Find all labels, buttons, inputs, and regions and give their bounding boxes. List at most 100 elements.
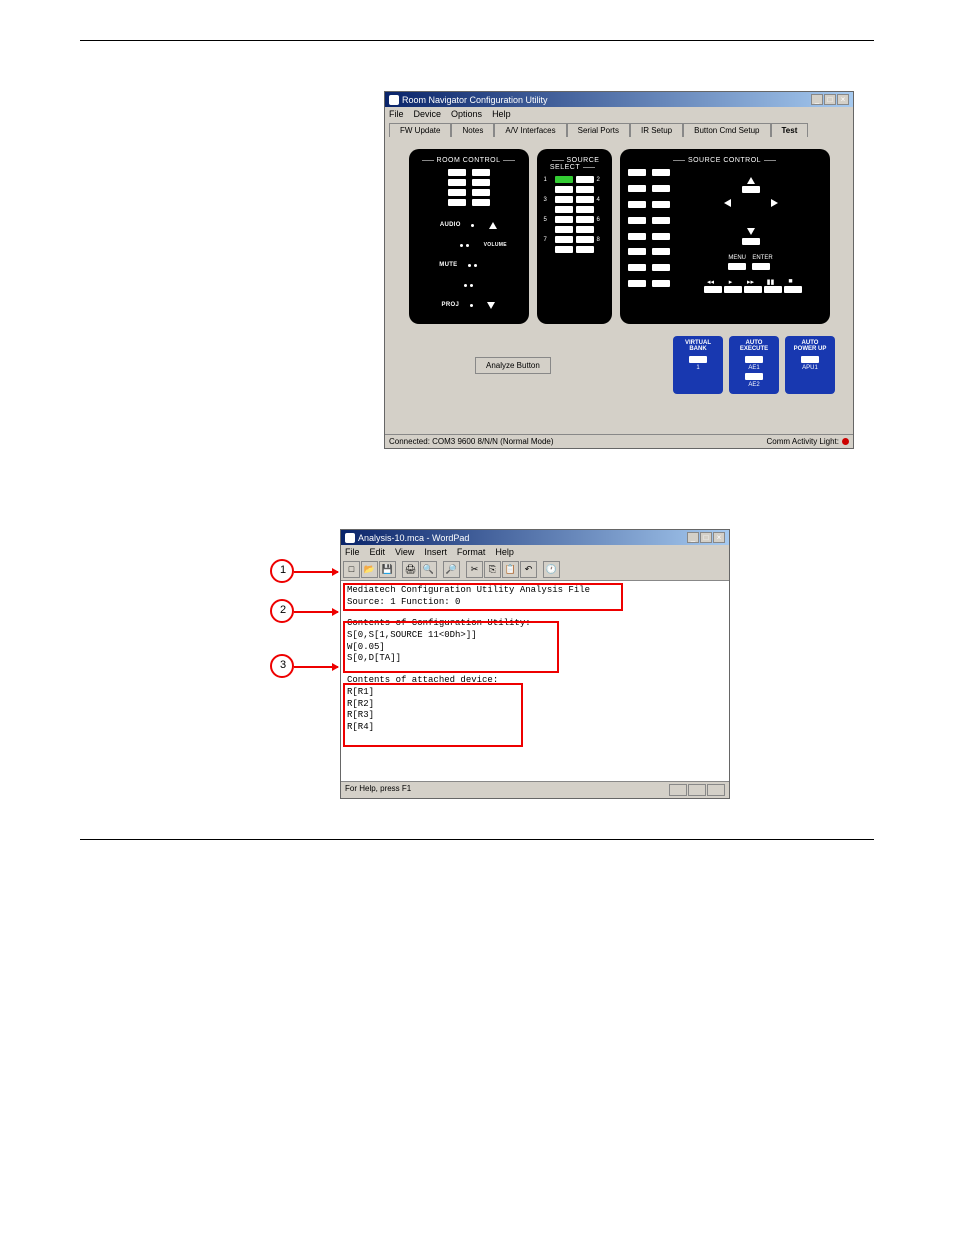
undo-icon[interactable]: ↶: [520, 561, 537, 578]
src-8-button[interactable]: [576, 236, 594, 243]
apu1-button[interactable]: [801, 356, 819, 363]
minimize-button[interactable]: _: [811, 94, 823, 105]
dpad-up-btn[interactable]: [742, 186, 760, 193]
src-3-button[interactable]: [555, 196, 573, 203]
enter-button[interactable]: [752, 263, 770, 270]
sc-btn[interactable]: [628, 201, 646, 208]
ffwd-button[interactable]: [744, 286, 762, 293]
pause-button[interactable]: [764, 286, 782, 293]
wp-menu-insert[interactable]: Insert: [424, 547, 447, 557]
wp-menu-view[interactable]: View: [395, 547, 414, 557]
room-btn[interactable]: [448, 199, 466, 206]
vb-button[interactable]: [689, 356, 707, 363]
dpad-down-icon[interactable]: [747, 228, 755, 235]
copy-icon[interactable]: ⎘: [484, 561, 501, 578]
wp-menu-file[interactable]: File: [345, 547, 360, 557]
ae2-button[interactable]: [745, 373, 763, 380]
sc-btn[interactable]: [652, 217, 670, 224]
rewind-button[interactable]: [704, 286, 722, 293]
wp-minimize-button[interactable]: _: [687, 532, 699, 543]
close-button[interactable]: ×: [837, 94, 849, 105]
sc-btn[interactable]: [628, 169, 646, 176]
preview-icon[interactable]: 🔍: [420, 561, 437, 578]
src-btn[interactable]: [576, 246, 594, 253]
stop-button[interactable]: [784, 286, 802, 293]
sc-btn[interactable]: [652, 201, 670, 208]
tab-ir-setup[interactable]: IR Setup: [630, 123, 683, 137]
annotation-arrow-2: [294, 611, 338, 613]
ae1-button[interactable]: [745, 356, 763, 363]
sc-btn[interactable]: [652, 248, 670, 255]
sc-btn[interactable]: [628, 248, 646, 255]
play-button[interactable]: [724, 286, 742, 293]
wp-menubar: File Edit View Insert Format Help: [341, 545, 729, 559]
sc-btn[interactable]: [628, 280, 646, 287]
sc-btn[interactable]: [628, 264, 646, 271]
wp-menu-edit[interactable]: Edit: [370, 547, 386, 557]
src-btn[interactable]: [555, 226, 573, 233]
find-icon[interactable]: 🔎: [443, 561, 460, 578]
sc-btn[interactable]: [652, 185, 670, 192]
room-btn[interactable]: [472, 189, 490, 196]
src-btn[interactable]: [555, 186, 573, 193]
tab-serial-ports[interactable]: Serial Ports: [567, 123, 630, 137]
src-btn[interactable]: [555, 206, 573, 213]
wp-menu-format[interactable]: Format: [457, 547, 486, 557]
open-icon[interactable]: 📂: [361, 561, 378, 578]
room-btn[interactable]: [448, 179, 466, 186]
datetime-icon[interactable]: 🕐: [543, 561, 560, 578]
save-icon[interactable]: 💾: [379, 561, 396, 578]
maximize-button[interactable]: □: [824, 94, 836, 105]
tab-fw-update[interactable]: FW Update: [389, 123, 451, 137]
tab-av-interfaces[interactable]: A/V Interfaces: [494, 123, 566, 137]
menu-button[interactable]: [728, 263, 746, 270]
room-btn[interactable]: [472, 179, 490, 186]
sc-btn[interactable]: [628, 233, 646, 240]
src-1-button[interactable]: [555, 176, 573, 183]
wp-maximize-button[interactable]: □: [700, 532, 712, 543]
src-btn[interactable]: [576, 226, 594, 233]
vol-down-icon[interactable]: [487, 302, 495, 309]
titlebar: Room Navigator Configuration Utility _ □…: [385, 92, 853, 107]
paste-icon[interactable]: 📋: [502, 561, 519, 578]
src-7-button[interactable]: [555, 236, 573, 243]
print-icon[interactable]: 🖨: [402, 561, 419, 578]
vol-up-icon[interactable]: [489, 222, 497, 229]
room-btn[interactable]: [448, 169, 466, 176]
dpad-left-icon[interactable]: [724, 199, 731, 207]
sc-btn[interactable]: [652, 233, 670, 240]
cut-icon[interactable]: ✂: [466, 561, 483, 578]
room-btn[interactable]: [448, 189, 466, 196]
new-icon[interactable]: □: [343, 561, 360, 578]
src-5-button[interactable]: [555, 216, 573, 223]
sc-btn[interactable]: [628, 217, 646, 224]
menu-device[interactable]: Device: [414, 109, 442, 119]
menu-options[interactable]: Options: [451, 109, 482, 119]
highlight-box-3: [343, 683, 523, 747]
room-btn[interactable]: [472, 169, 490, 176]
sc-btn[interactable]: [652, 169, 670, 176]
tab-button-cmd[interactable]: Button Cmd Setup: [683, 123, 770, 137]
dpad-down-btn[interactable]: [742, 238, 760, 245]
src-4-button[interactable]: [576, 196, 594, 203]
src-btn[interactable]: [576, 186, 594, 193]
dpad-up-icon[interactable]: [747, 177, 755, 184]
dpad-right-icon[interactable]: [771, 199, 778, 207]
src-btn[interactable]: [555, 246, 573, 253]
src-btn[interactable]: [576, 206, 594, 213]
source-control-title: SOURCE CONTROL: [628, 157, 822, 164]
menu-file[interactable]: File: [389, 109, 404, 119]
src-2-button[interactable]: [576, 176, 594, 183]
tab-test[interactable]: Test: [771, 123, 809, 137]
tab-notes[interactable]: Notes: [451, 123, 494, 137]
wp-close-button[interactable]: ×: [713, 532, 725, 543]
analyze-button[interactable]: Analyze Button: [475, 357, 551, 374]
menu-help[interactable]: Help: [492, 109, 511, 119]
sc-btn[interactable]: [628, 185, 646, 192]
sc-btn[interactable]: [652, 264, 670, 271]
wp-menu-help[interactable]: Help: [495, 547, 514, 557]
room-btn[interactable]: [472, 199, 490, 206]
src-6-button[interactable]: [576, 216, 594, 223]
sc-btn[interactable]: [652, 280, 670, 287]
annotation-circle-1: 1: [270, 559, 294, 583]
